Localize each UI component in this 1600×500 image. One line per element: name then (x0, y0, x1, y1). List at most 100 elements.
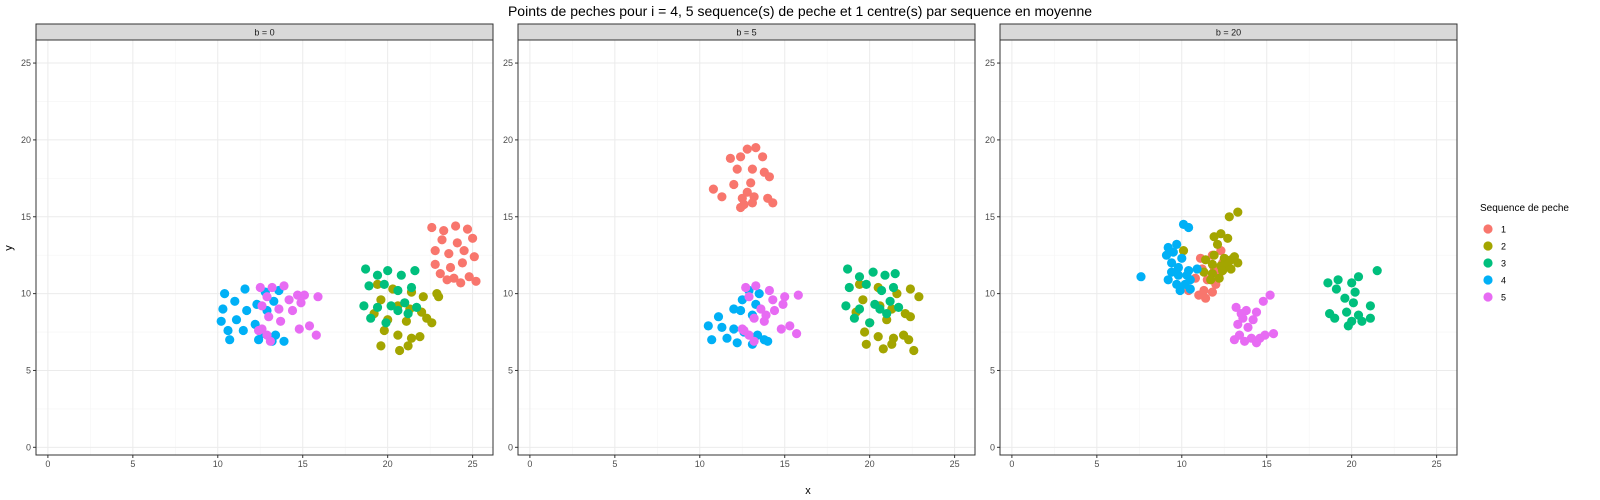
series-1 (708, 143, 778, 213)
legend-label: 5 (1501, 293, 1506, 303)
y-tick-label: 25 (503, 58, 513, 68)
data-point (703, 321, 713, 331)
data-point (1185, 284, 1195, 294)
data-point (1224, 212, 1234, 222)
data-point (457, 258, 467, 268)
x-tick-label: 20 (383, 459, 393, 469)
data-point (722, 333, 732, 343)
panel-border (517, 39, 976, 456)
y-tick-label: 20 (21, 135, 31, 145)
data-point (294, 324, 304, 334)
data-point (914, 292, 924, 302)
data-point (1330, 313, 1340, 323)
data-point (1177, 253, 1187, 263)
data-point (359, 301, 369, 311)
data-point (225, 335, 235, 345)
x-tick-label: 5 (612, 459, 617, 469)
data-point (1184, 222, 1194, 233)
data-point (410, 266, 420, 276)
data-point (1229, 335, 1239, 345)
data-point (1192, 264, 1202, 274)
series-5 (254, 281, 323, 346)
data-point (437, 235, 447, 245)
data-point (415, 332, 425, 342)
data-point (764, 172, 775, 182)
data-point (1251, 338, 1262, 348)
data-point (741, 282, 751, 293)
data-point (1251, 307, 1262, 317)
data-point (464, 272, 474, 282)
data-point (1343, 321, 1353, 331)
data-point (430, 259, 440, 269)
data-point (860, 327, 870, 337)
data-point (255, 282, 265, 293)
data-point (742, 144, 752, 154)
data-point (383, 266, 393, 276)
data-point (878, 344, 888, 354)
data-point (747, 198, 758, 208)
data-point (865, 318, 875, 328)
facet-strip-label: b = 20 (1216, 28, 1241, 38)
data-point (1206, 275, 1216, 285)
data-point (427, 318, 437, 328)
facet-panels: b = 0 0 5 10 15 20 25 0 5 10 15 20 25 b = 5 0 5 10 15 20 25… (21, 23, 1458, 469)
data-point (442, 275, 452, 285)
data-point (754, 289, 764, 299)
data-point (1216, 229, 1226, 239)
data-point (768, 198, 778, 208)
data-point (882, 309, 892, 319)
data-point (854, 279, 865, 289)
data-point (1175, 285, 1185, 296)
plot-background (36, 40, 493, 455)
data-point (1236, 309, 1246, 319)
data-point (763, 336, 773, 346)
x-tick-label: 10 (1177, 459, 1187, 469)
y-tick-label: 5 (508, 365, 513, 375)
data-point (751, 281, 761, 291)
y-tick-label: 20 (503, 135, 513, 145)
y-tick-label: 0 (508, 442, 513, 452)
data-point (1167, 258, 1177, 268)
data-point (299, 290, 309, 300)
series-4 (1136, 219, 1202, 296)
data-point (434, 292, 444, 302)
data-point (785, 321, 795, 331)
data-point (751, 143, 761, 153)
data-point (778, 299, 788, 309)
data-point (841, 301, 851, 311)
data-point (459, 246, 469, 256)
data-point (279, 336, 289, 346)
x-tick-label: 20 (1347, 459, 1357, 469)
data-point (873, 332, 883, 342)
plot-background (1000, 40, 1457, 455)
data-point (729, 324, 739, 334)
data-point (1172, 239, 1182, 249)
data-point (265, 336, 275, 346)
data-point (858, 295, 868, 305)
data-point (844, 282, 854, 293)
data-point (412, 302, 422, 312)
data-point (905, 284, 916, 294)
y-tick-label: 25 (985, 58, 995, 68)
x-tick-label: 25 (468, 459, 478, 469)
series-3 (841, 264, 904, 328)
data-point (707, 335, 717, 345)
legend-label: 4 (1501, 276, 1506, 286)
data-point (885, 296, 895, 306)
data-point (769, 305, 780, 316)
data-point (1173, 262, 1183, 273)
legend-label: 3 (1501, 259, 1506, 269)
x-tick-label: 0 (527, 459, 532, 469)
data-point (230, 296, 240, 306)
data-point (456, 278, 466, 288)
data-point (1348, 298, 1358, 308)
y-tick-label: 5 (990, 365, 995, 375)
data-point (313, 292, 323, 302)
data-point (904, 335, 914, 345)
data-point (1212, 239, 1223, 249)
data-point (254, 335, 264, 345)
data-point (1365, 301, 1375, 311)
x-tick-label: 5 (1094, 459, 1099, 469)
data-point (311, 330, 321, 340)
data-point (1201, 255, 1211, 265)
